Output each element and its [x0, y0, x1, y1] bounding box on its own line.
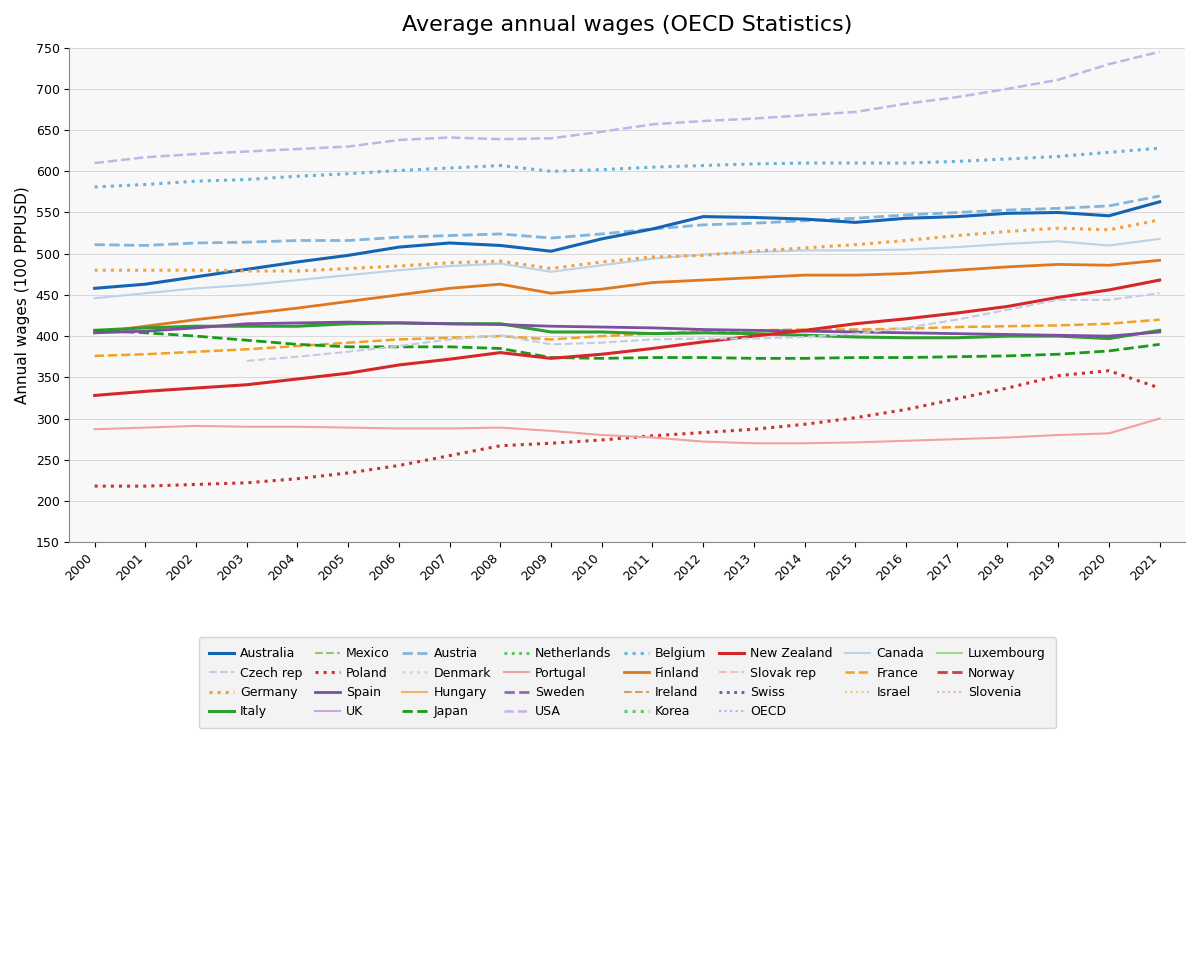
- Title: Average annual wages (OECD Statistics): Average annual wages (OECD Statistics): [402, 15, 852, 35]
- Legend: Australia, Czech rep, Germany, Italy, Mexico, Poland, Spain, UK, Austria, Denmar: Australia, Czech rep, Germany, Italy, Me…: [199, 637, 1056, 728]
- Y-axis label: Annual wages (100 PPPUSD): Annual wages (100 PPPUSD): [16, 186, 30, 404]
